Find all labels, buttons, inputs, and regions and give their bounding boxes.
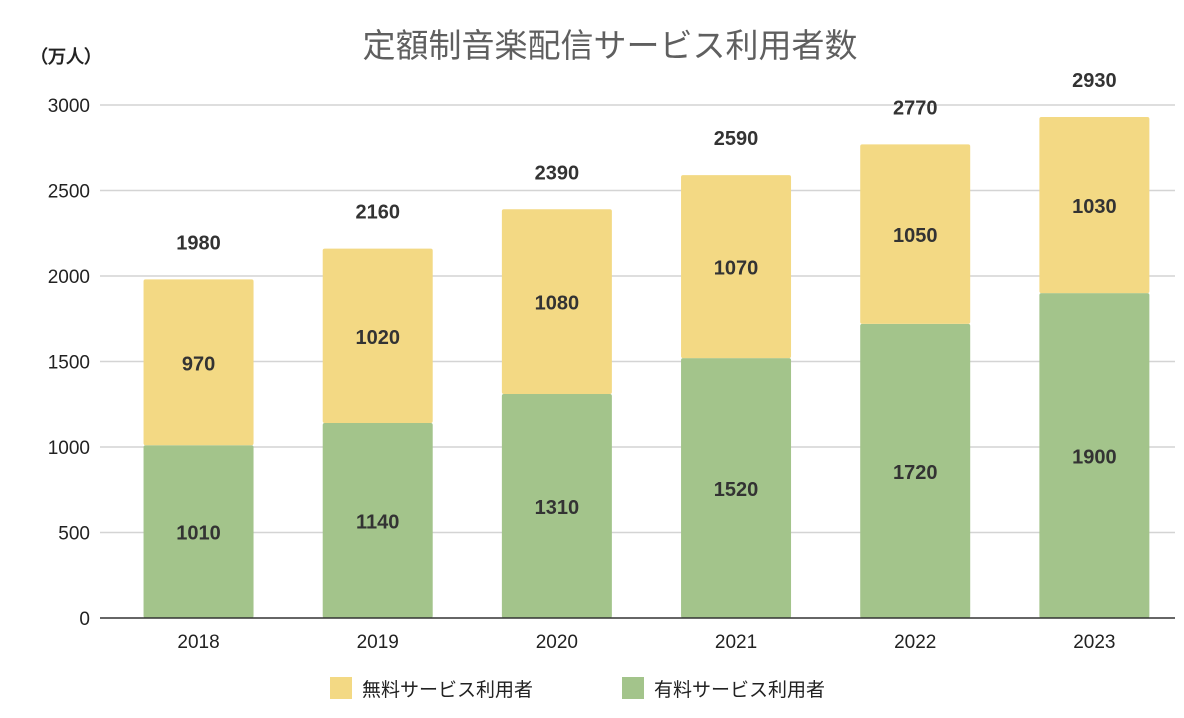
bar-segment-free	[322, 248, 433, 424]
bar-segment-free	[501, 209, 612, 394]
bar-segment-value-label: 1050	[893, 225, 938, 247]
bar-segment-free	[1039, 116, 1150, 294]
bar-segment-value-label: 1310	[535, 497, 580, 519]
y-axis-ticks: 0 500 1000 1500 2000 2500 3000	[48, 96, 90, 630]
bar-total-label: 2930	[1072, 70, 1117, 92]
x-tick-label: 2020	[536, 632, 578, 653]
bar-segment-value-label: 970	[182, 353, 215, 375]
bar-segment-paid	[501, 393, 612, 618]
x-tick-label: 2021	[715, 632, 757, 653]
bar-segment-value-label: 1720	[893, 462, 938, 484]
bar-segment-value-label: 1900	[1072, 447, 1117, 469]
bar-total-label: 2160	[355, 202, 400, 224]
legend-label: 無料サービス利用者	[362, 679, 533, 701]
bar-segment-value-label: 1030	[1072, 196, 1117, 218]
x-axis-ticks: 2018 2019 2020 2021 2022 2023	[177, 632, 1115, 653]
y-tick-label: 0	[79, 609, 90, 630]
bar-segment-value-label: 1010	[176, 523, 221, 545]
y-tick-label: 2000	[48, 267, 90, 288]
legend: 無料サービス利用者 有料サービス利用者	[330, 677, 825, 701]
bar-segment-free	[143, 279, 254, 446]
bar-segment-free	[681, 175, 792, 359]
bar-segment-value-label: 1520	[714, 479, 759, 501]
y-axis-unit-label: （万人）	[30, 47, 102, 68]
y-tick-label: 1000	[48, 438, 90, 459]
bar-segment-value-label: 1020	[355, 327, 400, 349]
x-tick-label: 2022	[894, 632, 936, 653]
x-tick-label: 2023	[1073, 632, 1115, 653]
chart-title: 定額制音楽配信サービス利用者数	[363, 26, 858, 65]
x-tick-label: 2018	[177, 632, 219, 653]
x-tick-label: 2019	[357, 632, 399, 653]
bar-segment-paid	[143, 445, 254, 618]
bar-total-label: 2770	[893, 97, 938, 119]
bar-segment-value-label: 1080	[535, 293, 580, 315]
bar-segment-value-label: 1140	[356, 512, 399, 534]
y-tick-label: 500	[58, 524, 90, 545]
legend-swatch	[622, 677, 644, 699]
y-tick-label: 2500	[48, 182, 90, 203]
legend-swatch	[330, 677, 352, 699]
bar-segment-paid	[681, 358, 792, 618]
bar-total-label: 2590	[714, 128, 759, 150]
bar-total-label: 1980	[176, 232, 221, 254]
bar-segment-free	[860, 144, 971, 324]
bars: 1010 970 1980 1140 1020 2160 1310 1080 2390 1520 1…	[143, 70, 1150, 618]
y-tick-label: 1500	[48, 353, 90, 374]
legend-label: 有料サービス利用者	[654, 679, 825, 701]
gridlines	[100, 104, 1175, 534]
bar-segment-paid	[322, 423, 433, 618]
y-tick-label: 3000	[48, 96, 90, 117]
bar-segment-paid	[860, 323, 971, 618]
bar-segment-paid	[1039, 293, 1150, 618]
bar-total-label: 2390	[535, 162, 580, 184]
bar-segment-value-label: 1070	[714, 258, 759, 280]
